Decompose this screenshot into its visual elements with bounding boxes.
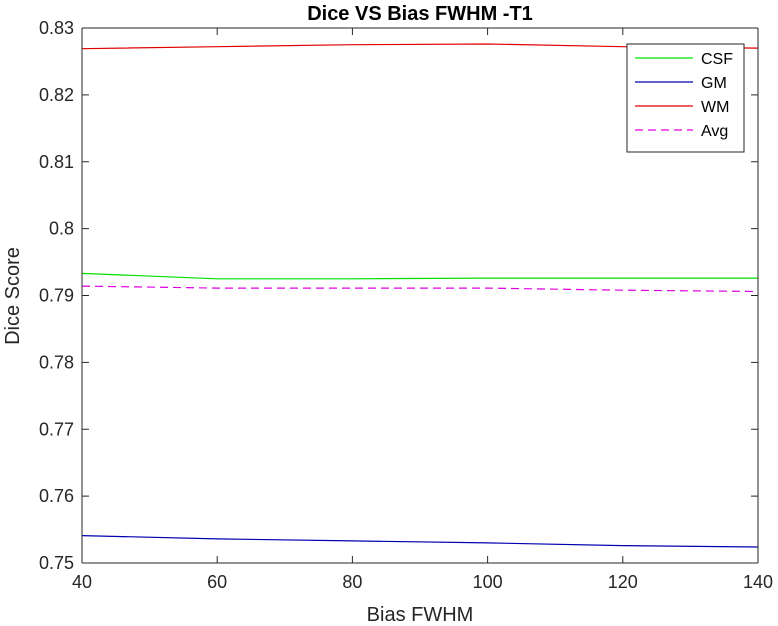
y-tick-label: 0.82 — [39, 85, 74, 105]
legend-label-csf: CSF — [701, 51, 733, 68]
chart-title: Dice VS Bias FWHM -T1 — [307, 3, 533, 25]
x-axis-label: Bias FWHM — [367, 604, 474, 626]
y-tick-label: 0.78 — [39, 352, 74, 372]
series-line-avg — [81, 285, 759, 293]
x-tick-label: 120 — [608, 572, 638, 592]
legend: CSF GM WM Avg — [626, 43, 745, 153]
series-line-csf — [81, 272, 758, 280]
legend-box — [626, 43, 745, 153]
x-tick-label: 60 — [207, 572, 227, 592]
y-tick-label: 0.8 — [49, 219, 74, 239]
y-axis-label: Dice Score — [2, 247, 24, 345]
legend-label-wm: WM — [701, 99, 729, 116]
y-tick-label: 0.83 — [39, 18, 74, 38]
y-tick-label: 0.81 — [39, 152, 74, 172]
y-tick-label: 0.77 — [39, 419, 74, 439]
x-tick-label: 40 — [72, 572, 92, 592]
tick-marks: 40 60 80 100 120 140 0.75 0.76 0.77 0.78 0.79 0.8 0.… — [39, 18, 773, 592]
legend-label-avg: Avg — [701, 123, 728, 140]
x-tick-label: 80 — [342, 572, 362, 592]
x-tick-label: 100 — [473, 572, 503, 592]
series-line-gm — [81, 535, 759, 548]
legend-label-gm: GM — [701, 75, 727, 92]
y-tick-label: 0.79 — [39, 286, 74, 306]
y-tick-label: 0.76 — [39, 486, 74, 506]
y-tick-label: 0.75 — [39, 553, 74, 573]
x-tick-label: 140 — [743, 572, 773, 592]
